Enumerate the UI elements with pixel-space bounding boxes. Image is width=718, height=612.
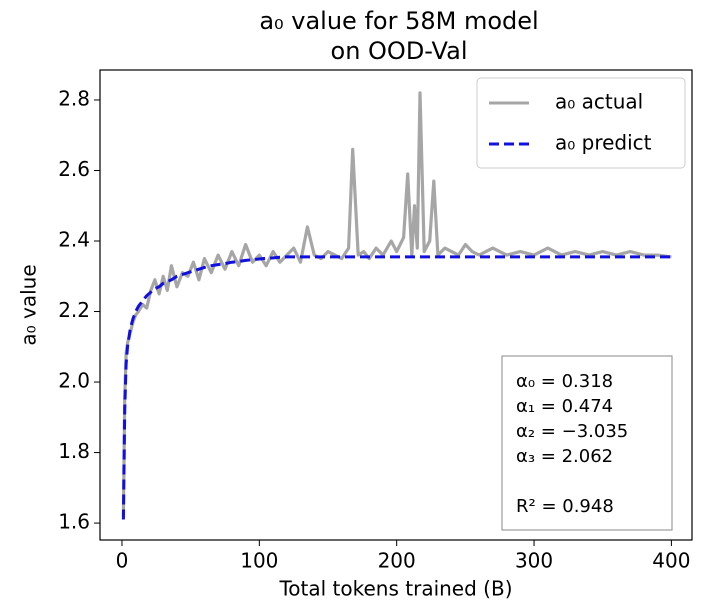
- x-tick-label: 300: [515, 549, 553, 573]
- series-line: [121, 91, 672, 517]
- annotation-box: [501, 355, 673, 531]
- chart-title: on OOD-Val: [331, 37, 468, 65]
- annotation: α₀ = 0.318: [516, 371, 613, 392]
- x-axis-label: Total tokens trained (B): [278, 577, 512, 601]
- x-tick-label: 200: [378, 549, 416, 573]
- y-tick-label: 2.6: [58, 157, 90, 181]
- y-tick-label: 1.8: [58, 439, 90, 463]
- legend-label: a₀ actual: [555, 90, 643, 114]
- y-tick-label: 2.4: [58, 228, 90, 252]
- series-line: [121, 255, 672, 520]
- x-tick-label: 0: [116, 549, 129, 573]
- y-axis-label: a₀ value: [17, 264, 41, 345]
- x-tick-label: 400: [652, 549, 690, 573]
- y-tick-label: 2.8: [58, 86, 90, 110]
- annotation: α₃ = 2.062: [516, 446, 613, 467]
- y-tick-label: 1.6: [58, 510, 90, 534]
- annotation: R² = 0.948: [516, 496, 614, 517]
- annotation: α₂ = −3.035: [516, 421, 628, 442]
- chart-title: a₀ value for 58M model: [259, 7, 538, 35]
- plot-frame: [99, 69, 693, 541]
- y-tick-label: 2.2: [58, 298, 90, 322]
- y-tick-label: 2.0: [58, 369, 90, 393]
- annotation: α₁ = 0.474: [516, 396, 613, 417]
- x-tick-label: 100: [240, 549, 278, 573]
- legend-label: a₀ predict: [555, 131, 652, 155]
